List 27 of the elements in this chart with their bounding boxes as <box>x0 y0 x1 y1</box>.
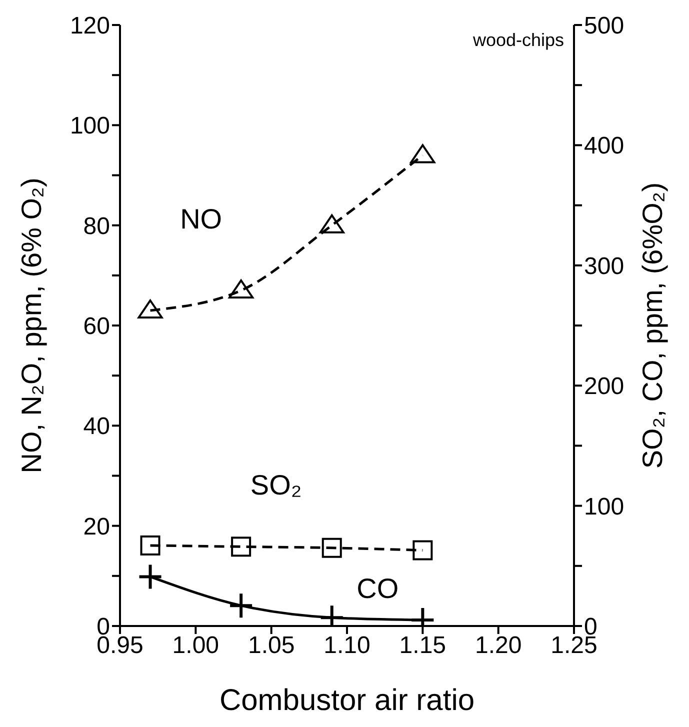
point <box>319 214 344 234</box>
x-tick-label: 1.00 <box>172 632 220 660</box>
y2-tick-label: 200 <box>584 373 624 400</box>
series-label: CO <box>356 572 399 604</box>
x-tick-label: 1.20 <box>474 632 522 660</box>
point <box>228 279 254 298</box>
y-tick-label: 80 <box>83 212 110 240</box>
x-axis-title: Combustor air ratio <box>219 684 475 717</box>
y2-tick-label: 400 <box>584 132 624 160</box>
point <box>138 299 163 318</box>
y-tick-label: 120 <box>70 12 110 40</box>
y-tick-label: 40 <box>83 413 110 440</box>
y2-tick-label: 100 <box>584 493 624 520</box>
point <box>410 144 436 164</box>
x-tick-label: 1.10 <box>324 632 370 660</box>
series-label: SO₂ <box>250 470 302 501</box>
y-axis-title: NO, N₂O, ppm, (6% O₂) <box>16 178 47 474</box>
x-tick-label: 1.05 <box>248 632 295 660</box>
y-tick-label: 100 <box>70 112 110 140</box>
x-tick-label: 1.15 <box>399 632 446 660</box>
y2-tick-label: 300 <box>584 252 624 280</box>
series-label: NO <box>180 203 222 234</box>
y-tick-label: 60 <box>83 313 110 340</box>
annotation: wood-chips <box>472 30 564 51</box>
y2-tick-label: 500 <box>584 12 624 40</box>
y2-axis-title: SO₂, CO, ppm, (6%O₂) <box>637 182 668 469</box>
y-tick-label: 20 <box>83 513 110 540</box>
